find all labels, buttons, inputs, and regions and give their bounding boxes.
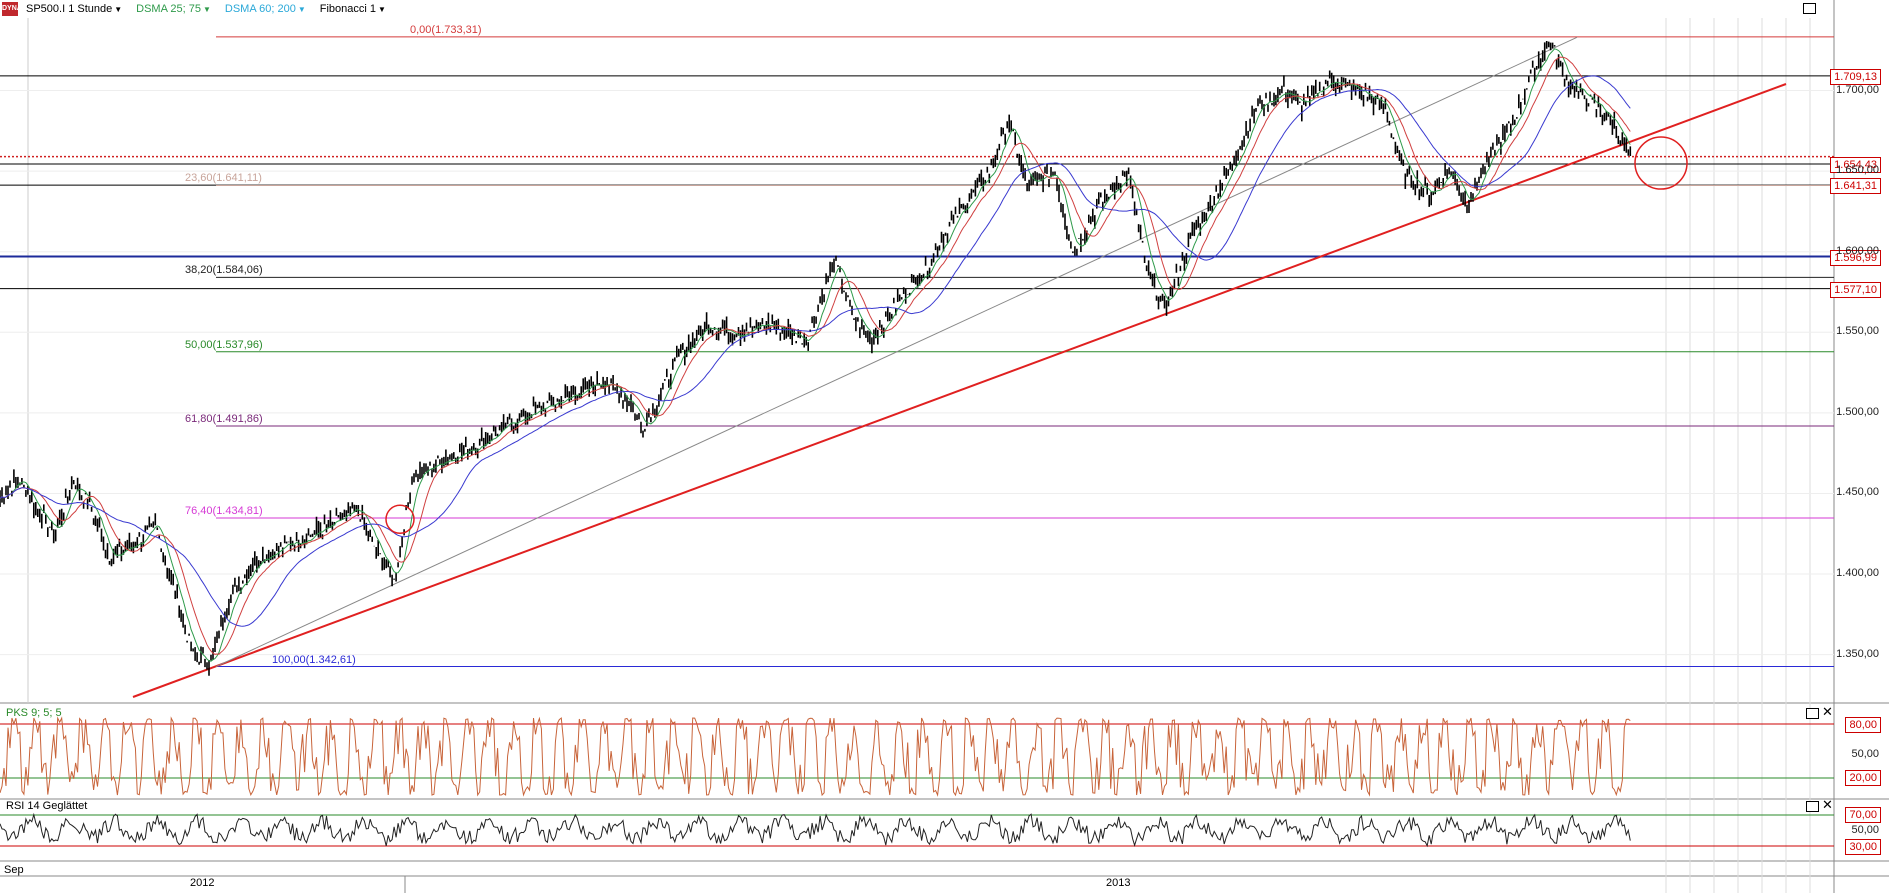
price-candles xyxy=(0,41,1632,676)
fib-label: 61,80(1.491,86) xyxy=(185,413,263,425)
pks-upper-tag: 80,00 xyxy=(1845,717,1881,733)
fib-label: 100,00(1.342,61) xyxy=(272,653,356,666)
x-axis-year-2012: 2012 xyxy=(190,877,215,889)
highlight-circle-left xyxy=(385,504,415,535)
price-axis-label: 1.650,00 xyxy=(1836,164,1879,177)
symbol-selector[interactable]: SP500.I 1 Stunde ▼ xyxy=(26,3,122,15)
channel-line xyxy=(215,36,1578,668)
fib-label: 76,40(1.434,81) xyxy=(185,504,263,517)
chevron-down-icon: ▼ xyxy=(114,4,123,14)
rsi-mid-label: 50,00 xyxy=(1851,824,1879,836)
symbol-label: SP500.I 1 Stunde xyxy=(26,3,113,15)
rsi-maximize-icon[interactable] xyxy=(1806,801,1819,812)
price-axis-label: 1.450,00 xyxy=(1836,486,1879,499)
pks-maximize-icon[interactable] xyxy=(1806,708,1819,719)
price-axis-label: 1.500,00 xyxy=(1836,405,1879,418)
pks-line xyxy=(0,716,1631,797)
price-tag: 1.641,31 xyxy=(1830,178,1881,195)
price-axis-label: 1.700,00 xyxy=(1836,83,1879,96)
rsi-close-icon[interactable]: ✕ xyxy=(1822,797,1833,812)
highlight-circle-right xyxy=(1634,136,1688,190)
fibonacci-selector[interactable]: Fibonacci 1 ▼ xyxy=(320,3,386,15)
chevron-down-icon: ▼ xyxy=(378,4,386,14)
toolbar: SP500.I 1 Stunde ▼ DSMA 25; 75 ▼ DSMA 60; … xyxy=(0,0,386,18)
price-tag: 1.577,10 xyxy=(1830,281,1881,298)
trendline xyxy=(132,83,1787,698)
fib-label: 0,00(1.733,31) xyxy=(410,23,482,36)
price-axis-label: 1.550,00 xyxy=(1836,325,1879,338)
fibonacci-label: Fibonacci 1 xyxy=(319,3,377,15)
price-axis-label: 1.600,00 xyxy=(1836,244,1879,257)
rsi-label[interactable]: RSI 14 Geglättet xyxy=(6,800,88,812)
dsma1-selector[interactable]: DSMA 25; 75 ▼ xyxy=(136,3,211,15)
pks-lower-tag: 20,00 xyxy=(1845,770,1881,786)
fib-label: 38,20(1.584,06) xyxy=(185,264,263,277)
rsi-lower-tag: 30,00 xyxy=(1845,839,1881,855)
chevron-down-icon: ▼ xyxy=(297,4,306,14)
x-axis-start-label: Sep xyxy=(4,864,24,876)
fib-label: 23,60(1.641,11) xyxy=(185,172,262,185)
fib-label: 50,00(1.537,96) xyxy=(185,338,263,351)
pks-close-icon[interactable]: ✕ xyxy=(1822,704,1833,719)
pks-label[interactable]: PKS 9; 5; 5 xyxy=(6,707,62,719)
pks-mid-label: 50,00 xyxy=(1851,748,1879,760)
dsma1-label: DSMA 25; 75 xyxy=(136,3,201,15)
dsma2-label: DSMA 60; 200 xyxy=(224,3,296,15)
x-axis-year-2013: 2013 xyxy=(1106,877,1131,889)
rsi-line xyxy=(0,812,1631,848)
maximize-icon[interactable] xyxy=(1803,3,1816,14)
price-axis-label: 1.350,00 xyxy=(1836,647,1879,660)
dsma2-selector[interactable]: DSMA 60; 200 ▼ xyxy=(225,3,306,15)
price-tag: 1.654,43 xyxy=(1830,156,1881,173)
dsma-fast-line xyxy=(0,48,1631,662)
dsma-mid-line xyxy=(0,56,1631,655)
rsi-upper-tag: 70,00 xyxy=(1845,807,1881,823)
price-axis-label: 1.400,00 xyxy=(1836,567,1879,580)
price-tag: 1.596,99 xyxy=(1830,249,1881,266)
dsma-slow-line xyxy=(0,75,1631,627)
price-tag: 1.709,13 xyxy=(1830,68,1881,85)
app-logo: DYNA xyxy=(2,2,22,16)
chevron-down-icon: ▼ xyxy=(202,4,211,14)
